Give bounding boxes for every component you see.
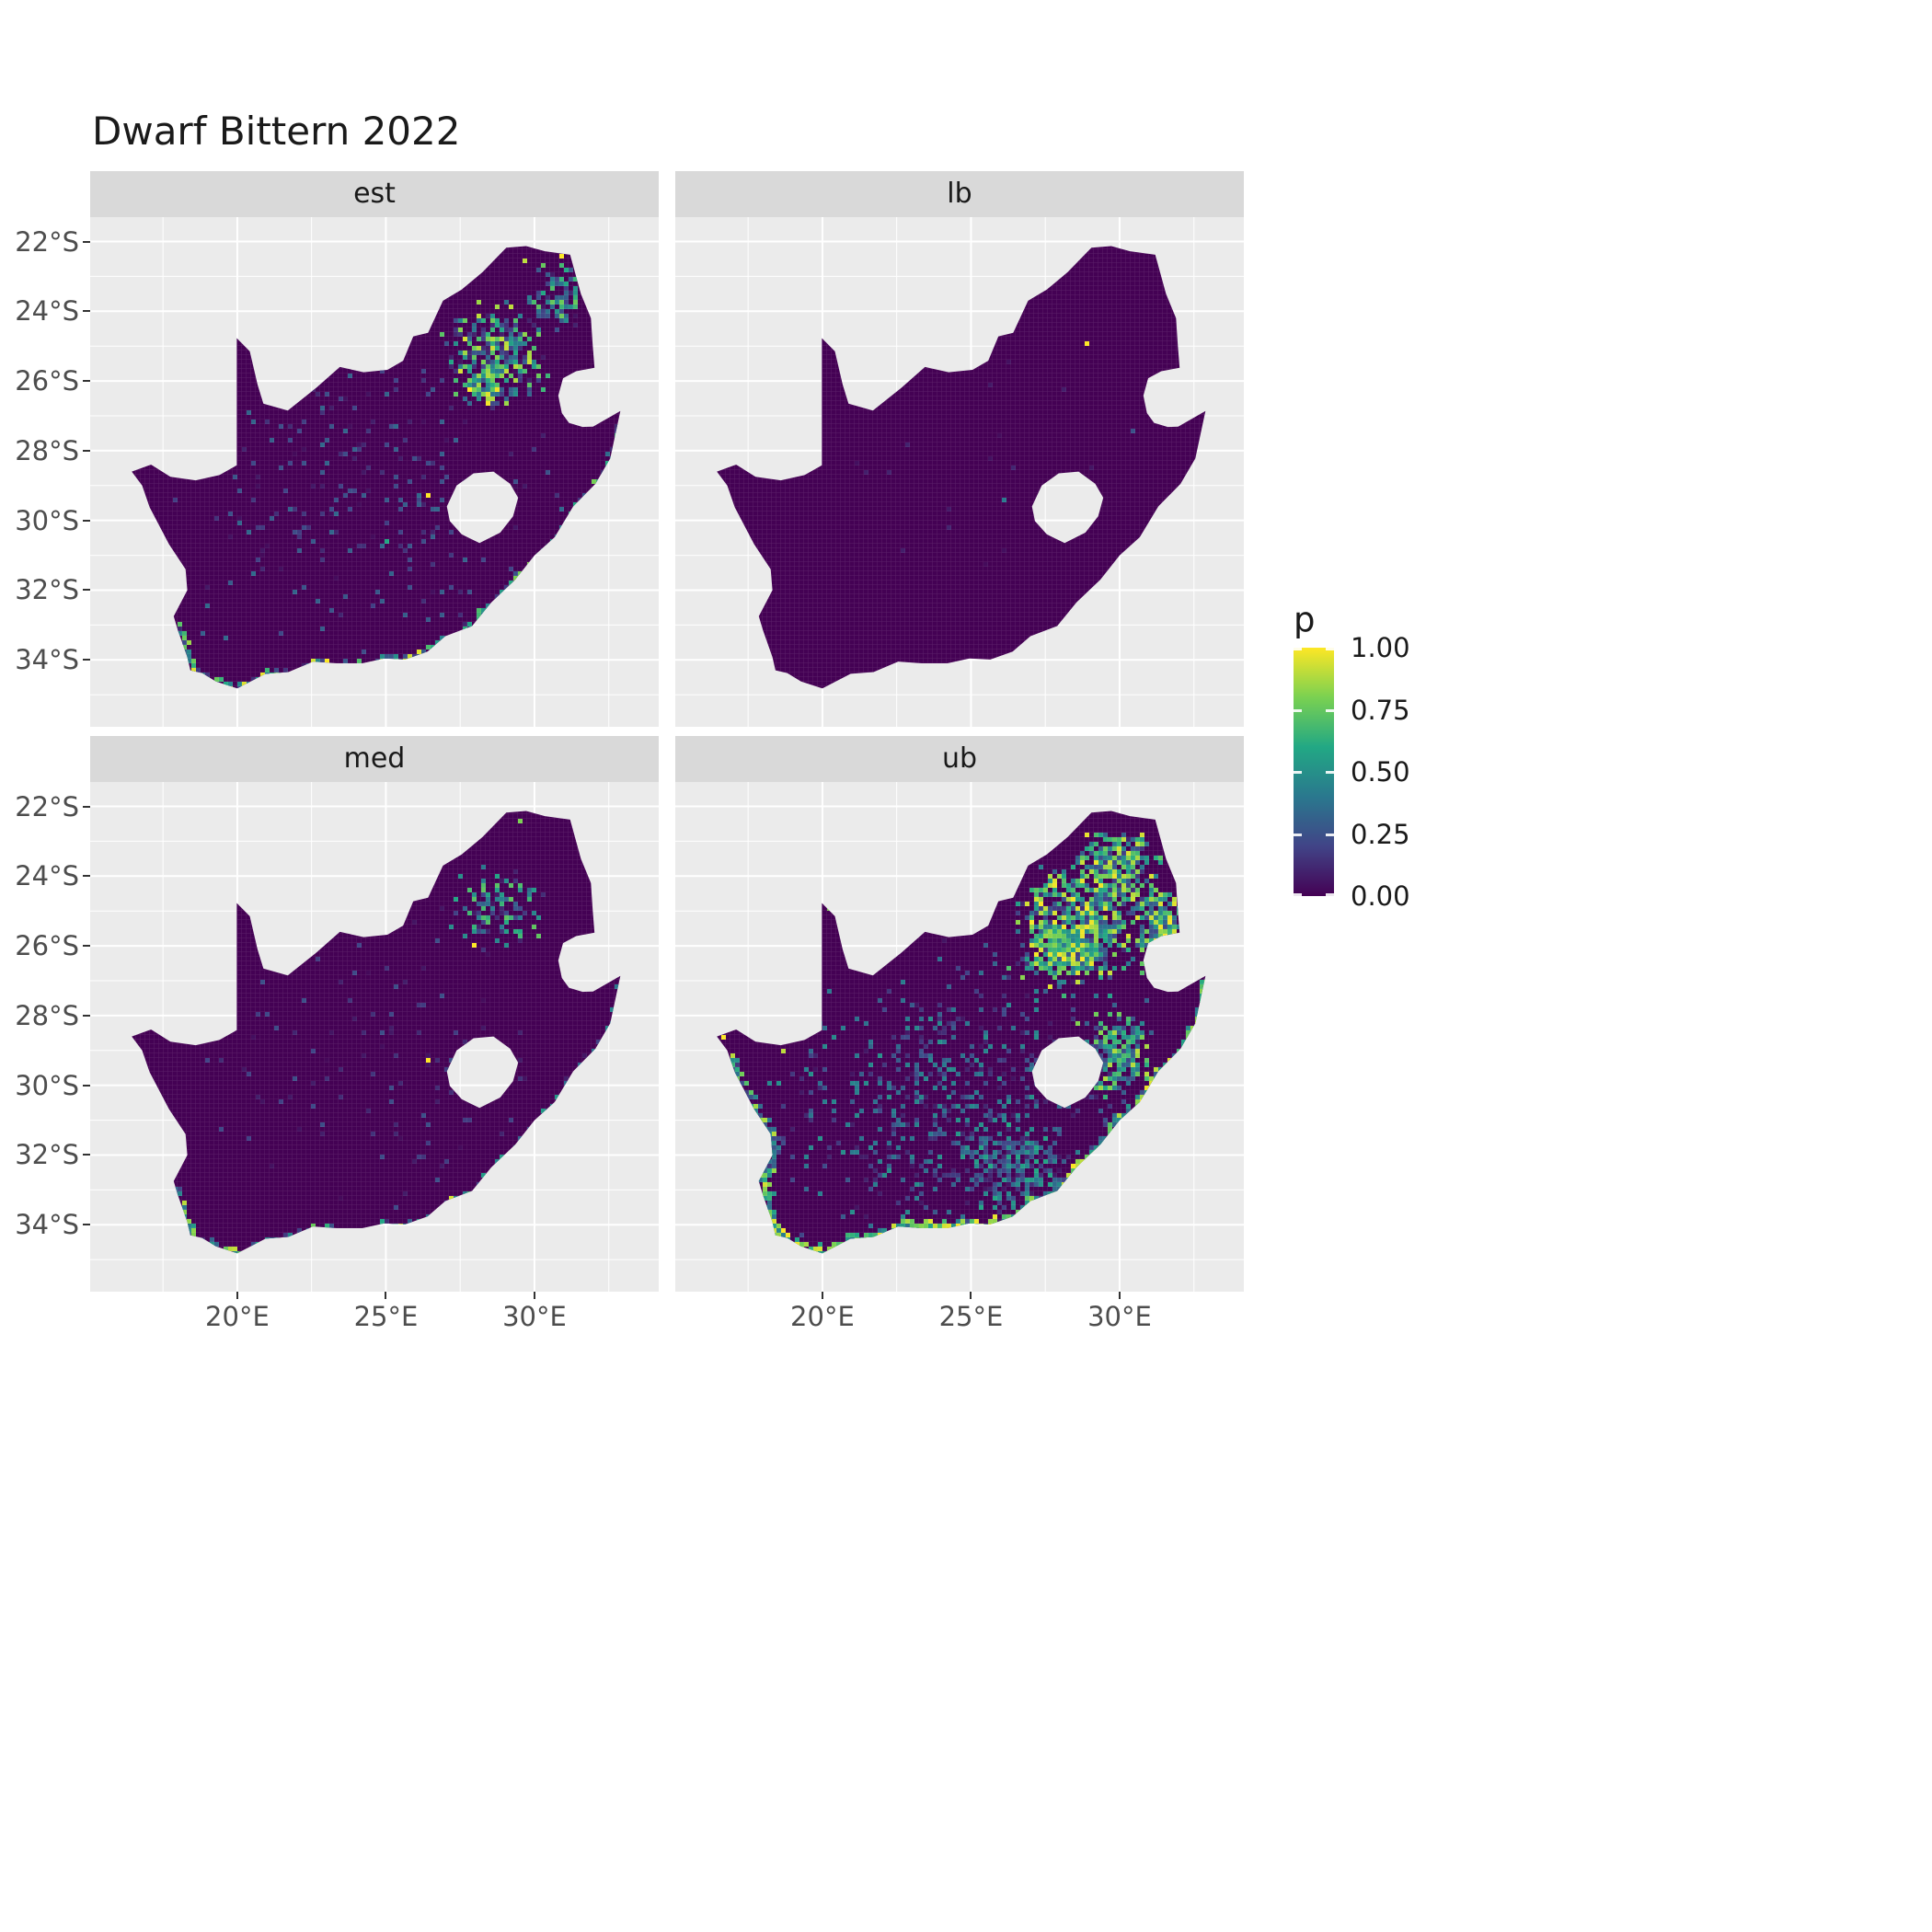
- facet-ub: ub: [675, 736, 1244, 1292]
- legend-tick-mark: [1294, 893, 1302, 896]
- y-axis-tick-label: 32°S: [15, 574, 79, 606]
- axis-tick-mark: [83, 875, 90, 878]
- y-axis-tick-label: 22°S: [15, 225, 79, 258]
- facet-est: est: [90, 171, 659, 727]
- plot-title: Dwarf Bittern 2022: [92, 109, 461, 154]
- legend-tick-mark: [1326, 648, 1334, 650]
- axis-tick-mark: [385, 1292, 387, 1299]
- y-axis-tick-label: 32°S: [15, 1139, 79, 1171]
- y-axis-tick-label: 28°S: [15, 434, 79, 466]
- axis-tick-mark: [83, 1154, 90, 1156]
- axis-tick-mark: [1118, 1292, 1121, 1299]
- facet-label-med: med: [343, 742, 406, 775]
- axis-tick-mark: [83, 310, 90, 313]
- facet-label-ub: ub: [941, 742, 978, 775]
- axis-tick-mark: [83, 240, 90, 243]
- axis-tick-mark: [83, 1224, 90, 1226]
- legend-title: p: [1294, 600, 1316, 639]
- y-axis-tick-label: 26°S: [15, 365, 79, 397]
- axis-tick-mark: [83, 945, 90, 948]
- axis-tick-mark: [83, 1014, 90, 1017]
- legend: p 1.00 0.75 0.50 0.25 0.00: [1286, 600, 1498, 931]
- axis-tick-mark: [821, 1292, 823, 1299]
- legend-tick-mark: [1326, 833, 1334, 836]
- legend-tick-mark: [1294, 833, 1302, 836]
- legend-tick-label: 0.00: [1351, 880, 1410, 912]
- y-axis-tick-label: 28°S: [15, 999, 79, 1031]
- x-axis-tick-label: 30°E: [502, 1301, 567, 1332]
- facet-med: med: [90, 736, 659, 1292]
- x-axis-tick-label: 30°E: [1087, 1301, 1152, 1332]
- y-axis-tick-label: 24°S: [15, 295, 79, 328]
- legend-tick-mark: [1294, 648, 1302, 650]
- legend-tick-mark: [1294, 708, 1302, 712]
- y-axis-tick-label: 30°S: [15, 1069, 79, 1101]
- legend-tick-mark: [1326, 771, 1334, 774]
- facet-label-lb: lb: [947, 178, 972, 210]
- facet-strip-est: est: [90, 171, 659, 217]
- legend-tick-label: 0.75: [1351, 694, 1410, 726]
- x-axis-tick-label: 25°E: [938, 1301, 1004, 1332]
- legend-tick-label: 1.00: [1351, 632, 1410, 663]
- legend-tick-label: 0.50: [1351, 756, 1410, 788]
- facet-strip-lb: lb: [675, 171, 1244, 217]
- map-panel-med: [90, 782, 659, 1292]
- map-panel-lb: [675, 217, 1244, 727]
- map-panel-est: [90, 217, 659, 727]
- legend-tick-mark: [1326, 893, 1334, 896]
- axis-tick-mark: [83, 449, 90, 452]
- facet-strip-ub: ub: [675, 736, 1244, 782]
- y-axis-tick-label: 22°S: [15, 790, 79, 822]
- legend-colorbar: [1294, 648, 1334, 896]
- y-axis-tick-label: 26°S: [15, 930, 79, 962]
- x-axis-tick-label: 20°E: [790, 1301, 855, 1332]
- axis-tick-mark: [236, 1292, 238, 1299]
- axis-tick-mark: [83, 659, 90, 661]
- axis-tick-mark: [83, 380, 90, 383]
- x-axis-tick-label: 25°E: [353, 1301, 419, 1332]
- legend-tick-mark: [1326, 708, 1334, 712]
- axis-tick-mark: [83, 519, 90, 522]
- axis-tick-mark: [83, 1084, 90, 1087]
- y-axis-tick-label: 30°S: [15, 504, 79, 536]
- legend-tick-mark: [1294, 771, 1302, 774]
- y-axis-tick-label: 34°S: [15, 644, 79, 676]
- facet-label-est: est: [353, 178, 396, 210]
- legend-tick-label: 0.25: [1351, 818, 1410, 850]
- y-axis-tick-label: 24°S: [15, 860, 79, 892]
- axis-tick-mark: [970, 1292, 972, 1299]
- axis-tick-mark: [533, 1292, 535, 1299]
- x-axis-tick-label: 20°E: [205, 1301, 270, 1332]
- y-axis-tick-label: 34°S: [15, 1209, 79, 1241]
- axis-tick-mark: [83, 805, 90, 808]
- map-panel-ub: [675, 782, 1244, 1292]
- axis-tick-mark: [83, 589, 90, 592]
- facet-strip-med: med: [90, 736, 659, 782]
- facet-lb: lb: [675, 171, 1244, 727]
